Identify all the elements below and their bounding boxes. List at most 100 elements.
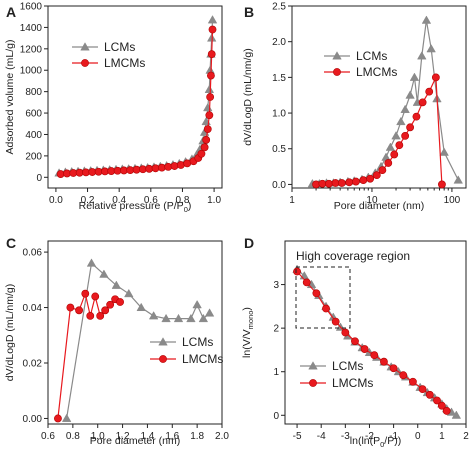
x-axis-title-b: Pore diameter (nm) — [334, 200, 424, 212]
panel-b: 1 10 100 0.0 0.5 1.0 1.5 2.0 2.5 Pore diameter (n… — [242, 2, 467, 212]
y-tick-label-d: 0 — [273, 411, 279, 422]
x-tick-label-c: 0.8 — [66, 431, 80, 442]
y-tick-label-b: 0.5 — [272, 144, 286, 155]
y-axis-title-a: Adsorbed volume (mL/g) — [4, 40, 16, 155]
x-tick-label-a: 0.6 — [144, 195, 158, 206]
data-point-lmcms — [378, 166, 387, 175]
data-point-lmcms — [372, 171, 381, 180]
data-point-lcms — [421, 15, 432, 24]
series-lmcms-d — [293, 267, 451, 415]
data-point-lmcms — [205, 111, 214, 120]
legend-d: LCMs LMCMs — [300, 359, 373, 390]
data-point-lmcms — [418, 98, 427, 107]
x-tick-label-c: 1.8 — [190, 431, 204, 442]
legend-marker-lmcms — [309, 379, 317, 387]
data-point-lcms — [409, 72, 420, 81]
x-tick-label-c: 2.0 — [215, 431, 229, 442]
data-point-lcms — [396, 116, 406, 126]
legend-marker-lmcms — [333, 68, 341, 76]
y-tick-label-b: 1.0 — [272, 109, 286, 120]
data-point-lmcms — [302, 278, 311, 287]
data-point-lmcms — [390, 150, 399, 159]
y-tick-label-a: 1600 — [20, 2, 43, 13]
panel-letter-a: A — [6, 4, 16, 20]
data-point-lmcms — [318, 179, 327, 188]
data-point-lmcms — [399, 371, 408, 380]
y-tick-label-b: 2.0 — [272, 37, 286, 48]
y-tick-label-a: 1400 — [20, 23, 43, 34]
series-lmcms-c — [54, 289, 124, 423]
y-tick-label-c: 0.00 — [23, 414, 43, 425]
data-point-lmcms — [431, 73, 440, 82]
data-point-lcms — [426, 44, 436, 53]
x-tick-label-d: -5 — [293, 431, 302, 442]
x-tick-label-d: 0 — [415, 431, 421, 442]
data-point-lmcms — [351, 337, 359, 346]
legend-marker-lmcms — [81, 59, 89, 67]
panel-letter-c: C — [6, 235, 16, 251]
y-tick-label-d: 3 — [273, 280, 279, 291]
x-tick-label-b: 100 — [444, 195, 461, 206]
data-point-lcms — [111, 280, 122, 289]
y-tick-label-a: 0 — [36, 173, 42, 184]
y-tick-label-c: 0.06 — [23, 248, 43, 259]
y-tick-label-d: 1 — [273, 367, 279, 378]
data-point-lmcms — [337, 179, 346, 187]
data-point-lmcms — [322, 304, 330, 313]
data-point-lcms — [451, 410, 462, 419]
y-tick-label-c: 0.02 — [23, 359, 43, 370]
data-point-lcms — [61, 413, 72, 422]
panel-d: -5 -4 -3 -2 -1 0 1 2 0 1 2 3 ln(ln(P0/P)) ln(V/Vmono)… — [241, 235, 469, 449]
data-point-lcms — [207, 15, 218, 24]
x-axis-title-c: Pore diameter (nm) — [90, 435, 180, 447]
data-point-lmcms — [325, 179, 333, 188]
data-point-lmcms — [312, 289, 321, 298]
data-point-lmcms — [442, 407, 451, 415]
panel-letter-b: B — [244, 4, 254, 20]
legend-label-lcms: LCMs — [332, 359, 363, 373]
y-tick-label-a: 1000 — [20, 66, 43, 77]
legend-label-lmcms: LMCMs — [332, 376, 373, 390]
data-point-lcms — [203, 102, 213, 112]
data-point-lcms — [391, 131, 401, 140]
series-lcms-d — [292, 264, 462, 419]
y-tick-label-a: 600 — [25, 109, 42, 120]
data-point-lmcms — [418, 385, 427, 394]
data-point-lmcms — [345, 178, 354, 187]
y-tick-label-c: 0.04 — [23, 303, 43, 314]
data-point-lmcms — [164, 163, 173, 171]
data-point-lcms — [198, 313, 209, 323]
y-tick-label-a: 1200 — [20, 44, 43, 55]
data-point-lcms — [148, 311, 159, 320]
x-tick-label-a: 0.4 — [112, 195, 126, 206]
data-point-lcms — [204, 84, 215, 93]
y-axis-title-b: dV/dLogD (mL/nm/g) — [242, 48, 254, 145]
x-tick-label-d: -2 — [365, 431, 374, 442]
x-tick-label-d: 1 — [439, 431, 445, 442]
data-point-lmcms — [359, 176, 368, 185]
x-tick-label-a: 0.2 — [81, 195, 95, 206]
data-point-lmcms — [331, 317, 340, 326]
data-point-lmcms — [406, 123, 415, 132]
annotation-high-coverage: High coverage region — [296, 249, 410, 263]
data-point-lcms — [439, 147, 449, 156]
data-point-lmcms — [389, 364, 398, 373]
legend-marker-lmcms — [159, 355, 167, 363]
x-tick-label-d: -3 — [341, 431, 350, 442]
data-point-lmcms — [437, 401, 446, 410]
series-line-lmcms — [60, 29, 214, 175]
series-lmcms-b — [312, 73, 446, 189]
data-point-lmcms — [66, 303, 75, 312]
legend-label-lmcms: LMCMs — [104, 56, 145, 70]
data-point-lcms — [136, 302, 146, 312]
data-point-lmcms — [91, 292, 100, 301]
data-point-lmcms — [341, 328, 350, 337]
data-point-lmcms — [86, 311, 95, 320]
data-point-lmcms — [81, 289, 90, 298]
series-line-lcms — [59, 19, 214, 174]
data-point-lcms — [173, 313, 184, 323]
data-point-lcms — [124, 288, 134, 298]
data-point-lcms — [192, 299, 202, 309]
data-point-lcms — [385, 142, 396, 151]
legend-label-lmcms: LMCMs — [356, 65, 397, 79]
